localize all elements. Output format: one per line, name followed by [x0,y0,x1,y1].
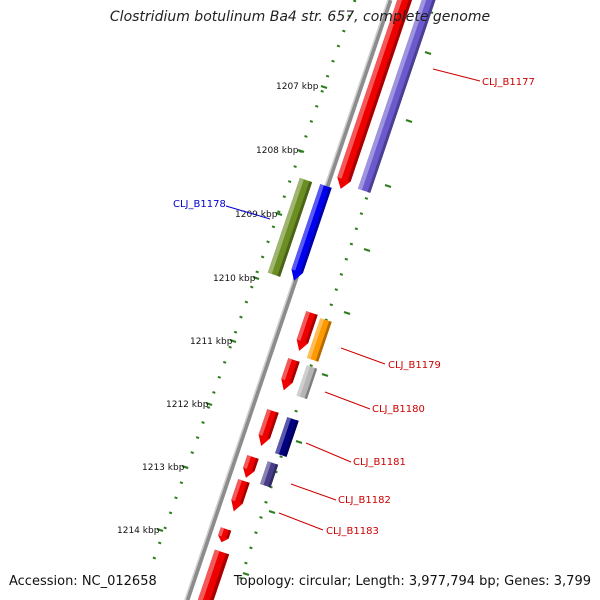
gene-label-b1183: CLJ_B1183 [326,526,379,537]
leader-b1177 [432,68,481,82]
topology-text: Topology: circular; Length: 3,977,794 bp… [233,574,591,589]
ruler-tick-right-4 [363,247,371,253]
ruler-label-1211: 1211 kbp [190,337,233,347]
gene-cds-red-4 [243,455,259,478]
gene-cds-slate [260,461,279,488]
leader-b1182 [290,483,337,501]
ruler-labels: 1207 kbp 1208 kbp 1209 kbp 1210 kbp 1211… [117,82,319,536]
ruler-label-1207: 1207 kbp [276,82,319,92]
ruler-tick-left-3 [252,275,260,281]
gene-label-b1178: CLJ_B1178 [173,199,226,210]
ruler-label-1214: 1214 kbp [117,526,160,536]
ruler-tick-left-4 [229,338,237,344]
ruler-tick-left-2 [275,211,283,217]
gene-cds-red-5 [231,479,250,512]
gene-cds-red-bottom [197,549,230,600]
leader-b1181 [305,442,352,463]
ruler-tick-right-7 [295,439,303,445]
gene-cds-blue [291,184,332,281]
gene-label-b1181: CLJ_B1181 [353,457,406,468]
ruler-dots-left [148,0,357,571]
ruler-label-1213: 1213 kbp [142,463,185,473]
leader-b1178 [225,205,271,220]
ruler-label-1212: 1212 kbp [166,400,209,410]
ruler-tick-left-6 [181,464,189,470]
gene-label-b1179: CLJ_B1179 [388,360,441,371]
ruler-label-1210: 1210 kbp [213,274,256,284]
accession-text: Accession: NC_012658 [9,574,157,589]
ruler-tick-right-1 [424,50,432,56]
ruler-tick-right-6 [321,372,329,378]
label-leaders [225,68,481,531]
gene-cds-navy [275,417,299,457]
gene-labels: CLJ_B1177 CLJ_B1178 CLJ_B1179 CLJ_B1180 … [173,77,535,537]
ruler-tick-left-1 [297,148,305,154]
ruler-tick-right-9 [242,571,250,577]
gene-cds-grey [296,365,318,400]
gene-label-b1182: CLJ_B1182 [338,495,391,506]
ruler-tick-left-5 [205,401,213,407]
gene-label-b1177: CLJ_B1177 [482,77,535,88]
gene-label-b1180: CLJ_B1180 [372,404,425,415]
ruler-tick-left-0 [320,84,328,90]
ruler-tick-right-3 [384,183,392,189]
gene-features [197,0,436,600]
gene-cds-olive [267,177,313,277]
map-title: Clostridium botulinum Ba4 str. 657, comp… [109,9,491,25]
leader-b1180 [324,391,371,410]
gene-cds-orange [306,318,332,362]
leader-b1179 [340,347,386,365]
ruler-tick-left-7 [156,527,164,533]
ruler-tick-right-5 [343,310,351,316]
genome-backbone [184,0,393,600]
gene-cds-red-6 [218,527,232,543]
leader-b1183 [278,512,324,531]
ruler-tick-right-8 [268,509,276,515]
gene-cds-violet-top [357,0,436,193]
gene-cds-red-3 [258,409,279,447]
genome-backbone-highlight [184,0,389,600]
ruler-tick-right-2 [405,118,413,124]
gene-cds-red-1 [296,311,318,351]
gene-cds-red-2 [281,358,300,391]
ruler-ticks [156,9,434,577]
gene-cds-red-top [337,0,413,189]
ruler-label-1208: 1208 kbp [256,146,299,156]
